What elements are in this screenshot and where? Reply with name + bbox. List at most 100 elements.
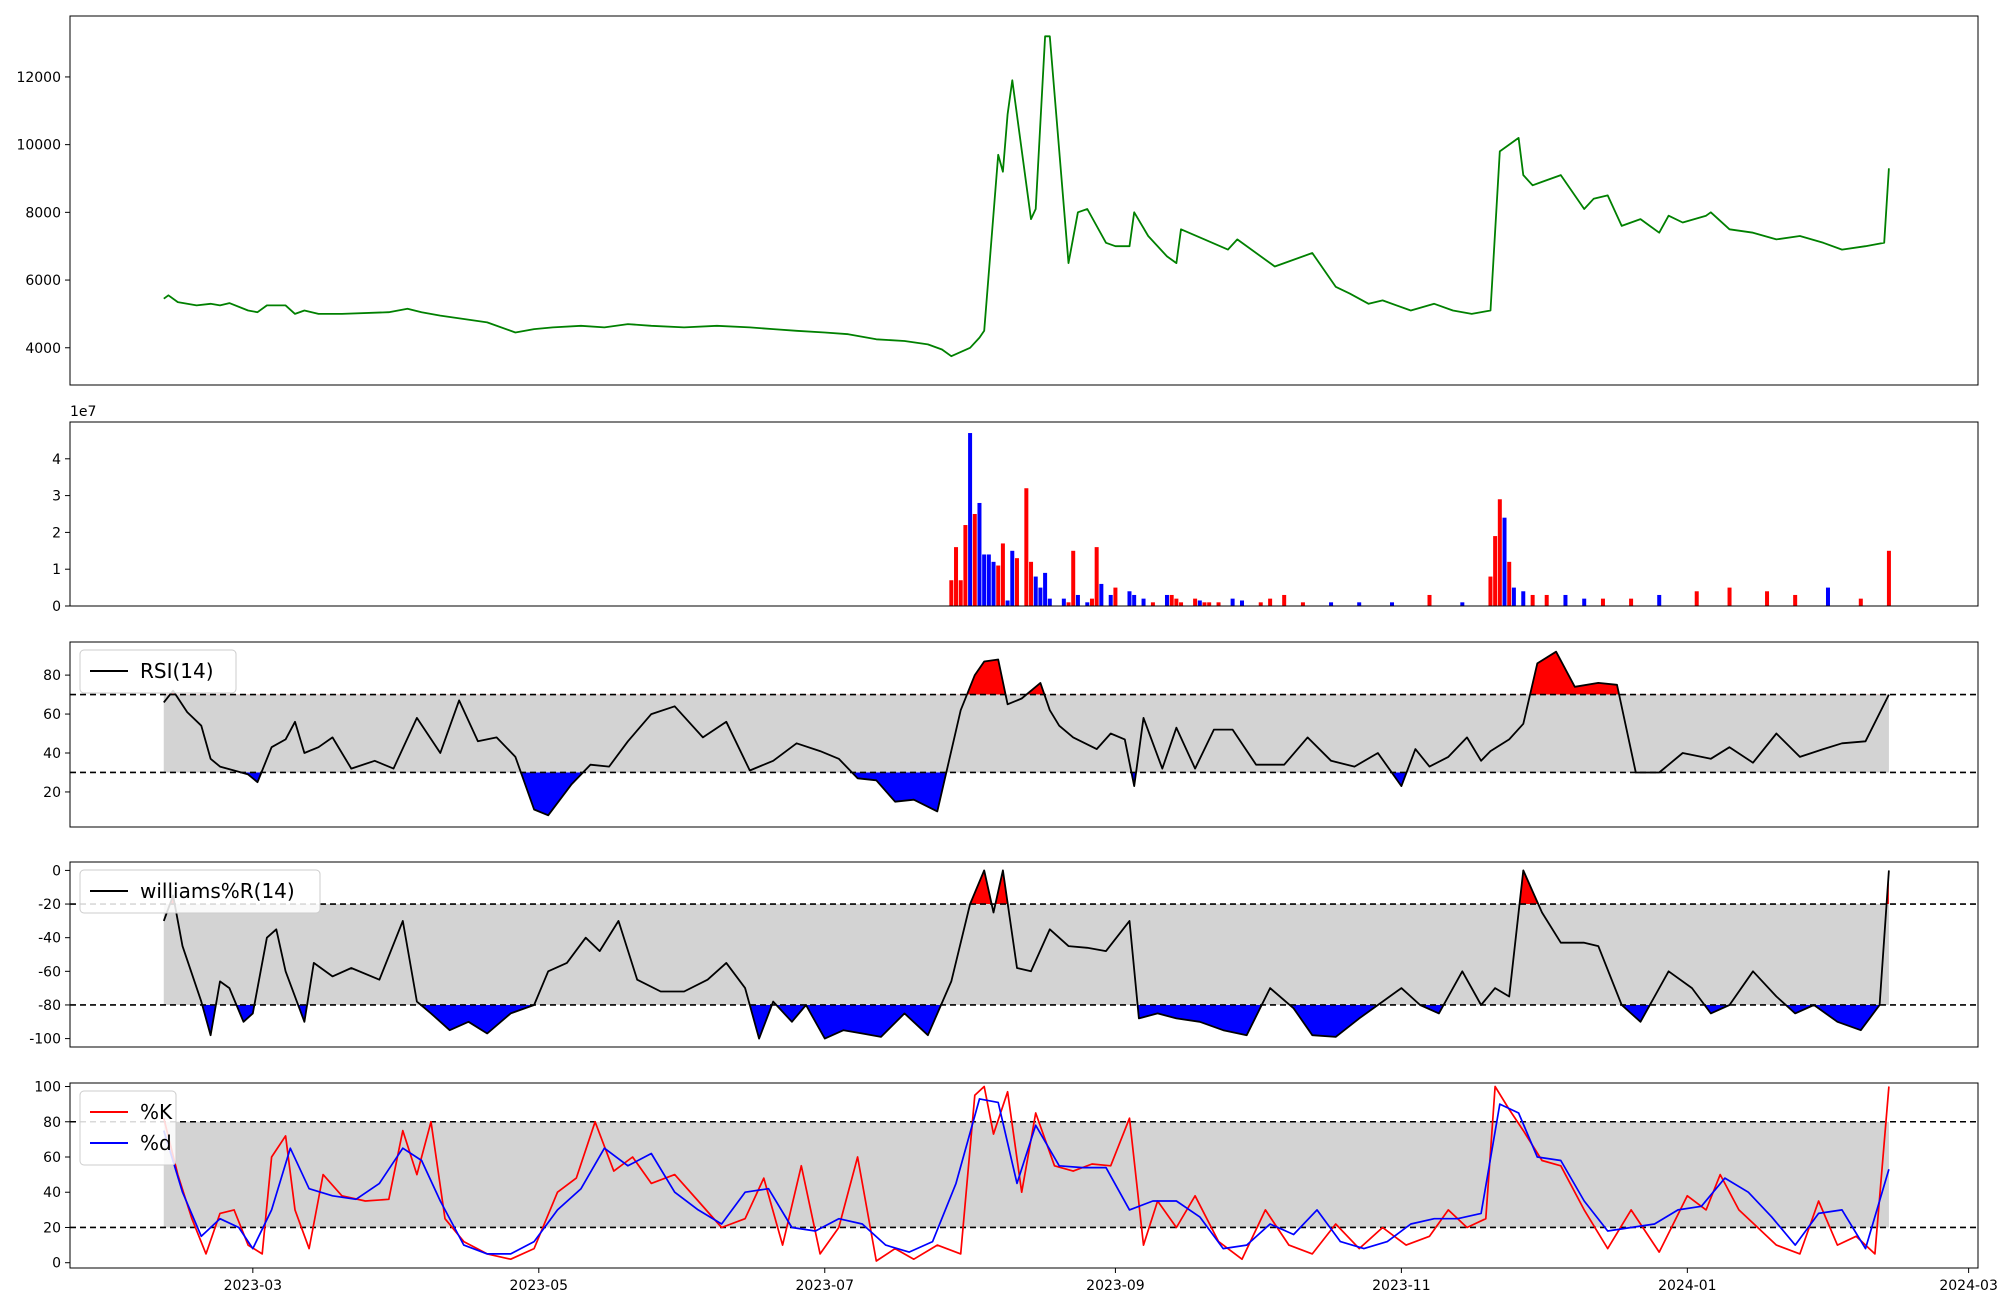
volume-exponent-label: 1e7 — [70, 404, 96, 420]
rsi-y-tick-label: 60 — [43, 707, 61, 723]
volume-bar — [1099, 583, 1104, 606]
volume-bar — [1000, 543, 1005, 606]
volume-bar — [963, 525, 968, 606]
volume-bar — [1282, 594, 1287, 606]
volume-bar — [1197, 600, 1202, 606]
volume-bar — [1010, 550, 1015, 606]
volume-bar — [1268, 598, 1273, 606]
volume-y-tick-label: 2 — [52, 525, 61, 541]
volume-bar — [1085, 602, 1090, 606]
price-y-tick-label: 10000 — [16, 138, 61, 154]
volume-bar — [986, 554, 991, 606]
volume-bar — [1357, 602, 1362, 606]
volume-bar — [1858, 598, 1863, 606]
volume-bar — [1258, 602, 1263, 606]
volume-bar — [1521, 591, 1526, 606]
volume-bar — [972, 514, 977, 606]
stoch-band — [163, 1121, 1889, 1228]
volume-bar — [1024, 488, 1029, 606]
price-y-tick-label: 4000 — [25, 341, 61, 357]
volume-bar — [1300, 602, 1305, 606]
volume-bar — [1825, 587, 1830, 606]
volume-bar — [996, 565, 1001, 606]
williams-y-tick-label: -40 — [38, 931, 61, 947]
volume-bar — [1150, 602, 1155, 606]
volume-bar — [954, 547, 959, 606]
x-tick-label: 2023-09 — [1086, 1278, 1145, 1294]
williams-legend-label: williams%R(14) — [140, 879, 295, 903]
williams-frame — [69, 861, 1979, 1048]
williams-line — [162, 869, 1890, 1040]
volume-bar — [968, 433, 973, 606]
volume-bar — [1029, 561, 1034, 606]
volume-bar — [1582, 598, 1587, 606]
stoch-y-tick-label: 80 — [43, 1115, 61, 1131]
volume-bar — [1179, 602, 1184, 606]
volume-bar — [1033, 576, 1038, 606]
williams-band — [163, 904, 1889, 1005]
x-tick-label: 2023-11 — [1372, 1278, 1431, 1294]
volume-bar — [1108, 594, 1113, 606]
volume-bar — [1657, 594, 1662, 606]
volume-bar — [1793, 594, 1798, 606]
volume-bar — [1094, 547, 1099, 606]
volume-frame — [69, 421, 1979, 607]
williams-y-tick-label: -60 — [38, 964, 61, 980]
stoch-y-tick-label: 100 — [34, 1080, 61, 1096]
volume-bar — [958, 580, 963, 606]
stoch-legend-label: %K — [140, 1100, 173, 1124]
volume-bar — [1427, 594, 1432, 606]
volume-bar — [1132, 594, 1137, 606]
volume-bar — [1390, 602, 1395, 606]
price-line — [163, 35, 1890, 358]
volume-bar — [949, 580, 954, 606]
rsi-y-tick-label: 20 — [43, 785, 61, 801]
price-y-tick-label: 12000 — [16, 70, 61, 86]
volume-bar — [1043, 572, 1048, 606]
volume-bar — [1507, 561, 1512, 606]
volume-bar — [1544, 594, 1549, 606]
volume-bar — [1075, 594, 1080, 606]
rsi-line — [163, 650, 1890, 817]
rsi-y-tick-label: 40 — [43, 746, 61, 762]
x-tick-label: 2024-01 — [1658, 1278, 1717, 1294]
stoch-legend — [79, 1090, 177, 1166]
stoch-legend-label: %d — [140, 1131, 172, 1155]
volume-y-tick-label: 0 — [52, 599, 61, 615]
volume-bar — [1239, 600, 1244, 606]
x-tick-label: 2023-05 — [510, 1278, 569, 1294]
stoch-y-tick-label: 40 — [43, 1185, 61, 1201]
price-y-tick-label: 6000 — [25, 273, 61, 289]
volume-bar — [1488, 576, 1493, 606]
volume-bar — [1089, 598, 1094, 606]
stoch-y-tick-label: 60 — [43, 1150, 61, 1166]
volume-bar — [1765, 591, 1770, 606]
volume-bar — [1694, 591, 1699, 606]
volume-bar — [1193, 598, 1198, 606]
volume-bar — [1629, 598, 1634, 606]
x-tick-label: 2023-07 — [796, 1278, 855, 1294]
williams-legend — [79, 869, 321, 914]
volume-bar — [1511, 587, 1516, 606]
volume-bar — [1061, 598, 1066, 606]
volume-bar — [1886, 550, 1891, 606]
stoch-y-tick-label: 20 — [43, 1220, 61, 1236]
volume-bar — [977, 502, 982, 606]
volume-y-tick-label: 1 — [52, 562, 61, 578]
price-frame — [69, 15, 1979, 386]
volume-bar — [1600, 598, 1605, 606]
volume-bar — [1141, 598, 1146, 606]
volume-bar — [982, 554, 987, 606]
rsi-band — [163, 694, 1889, 773]
volume-bar — [1207, 602, 1212, 606]
volume-bar — [1066, 602, 1071, 606]
stoch-line-d — [162, 1098, 1890, 1255]
volume-y-tick-label: 3 — [52, 489, 61, 505]
volume-bar — [1530, 594, 1535, 606]
volume-bar — [1174, 598, 1179, 606]
volume-bar — [1216, 602, 1221, 606]
stoch-frame — [69, 1082, 1979, 1269]
volume-bar — [1014, 558, 1019, 606]
rsi-y-tick-label: 80 — [43, 668, 61, 684]
